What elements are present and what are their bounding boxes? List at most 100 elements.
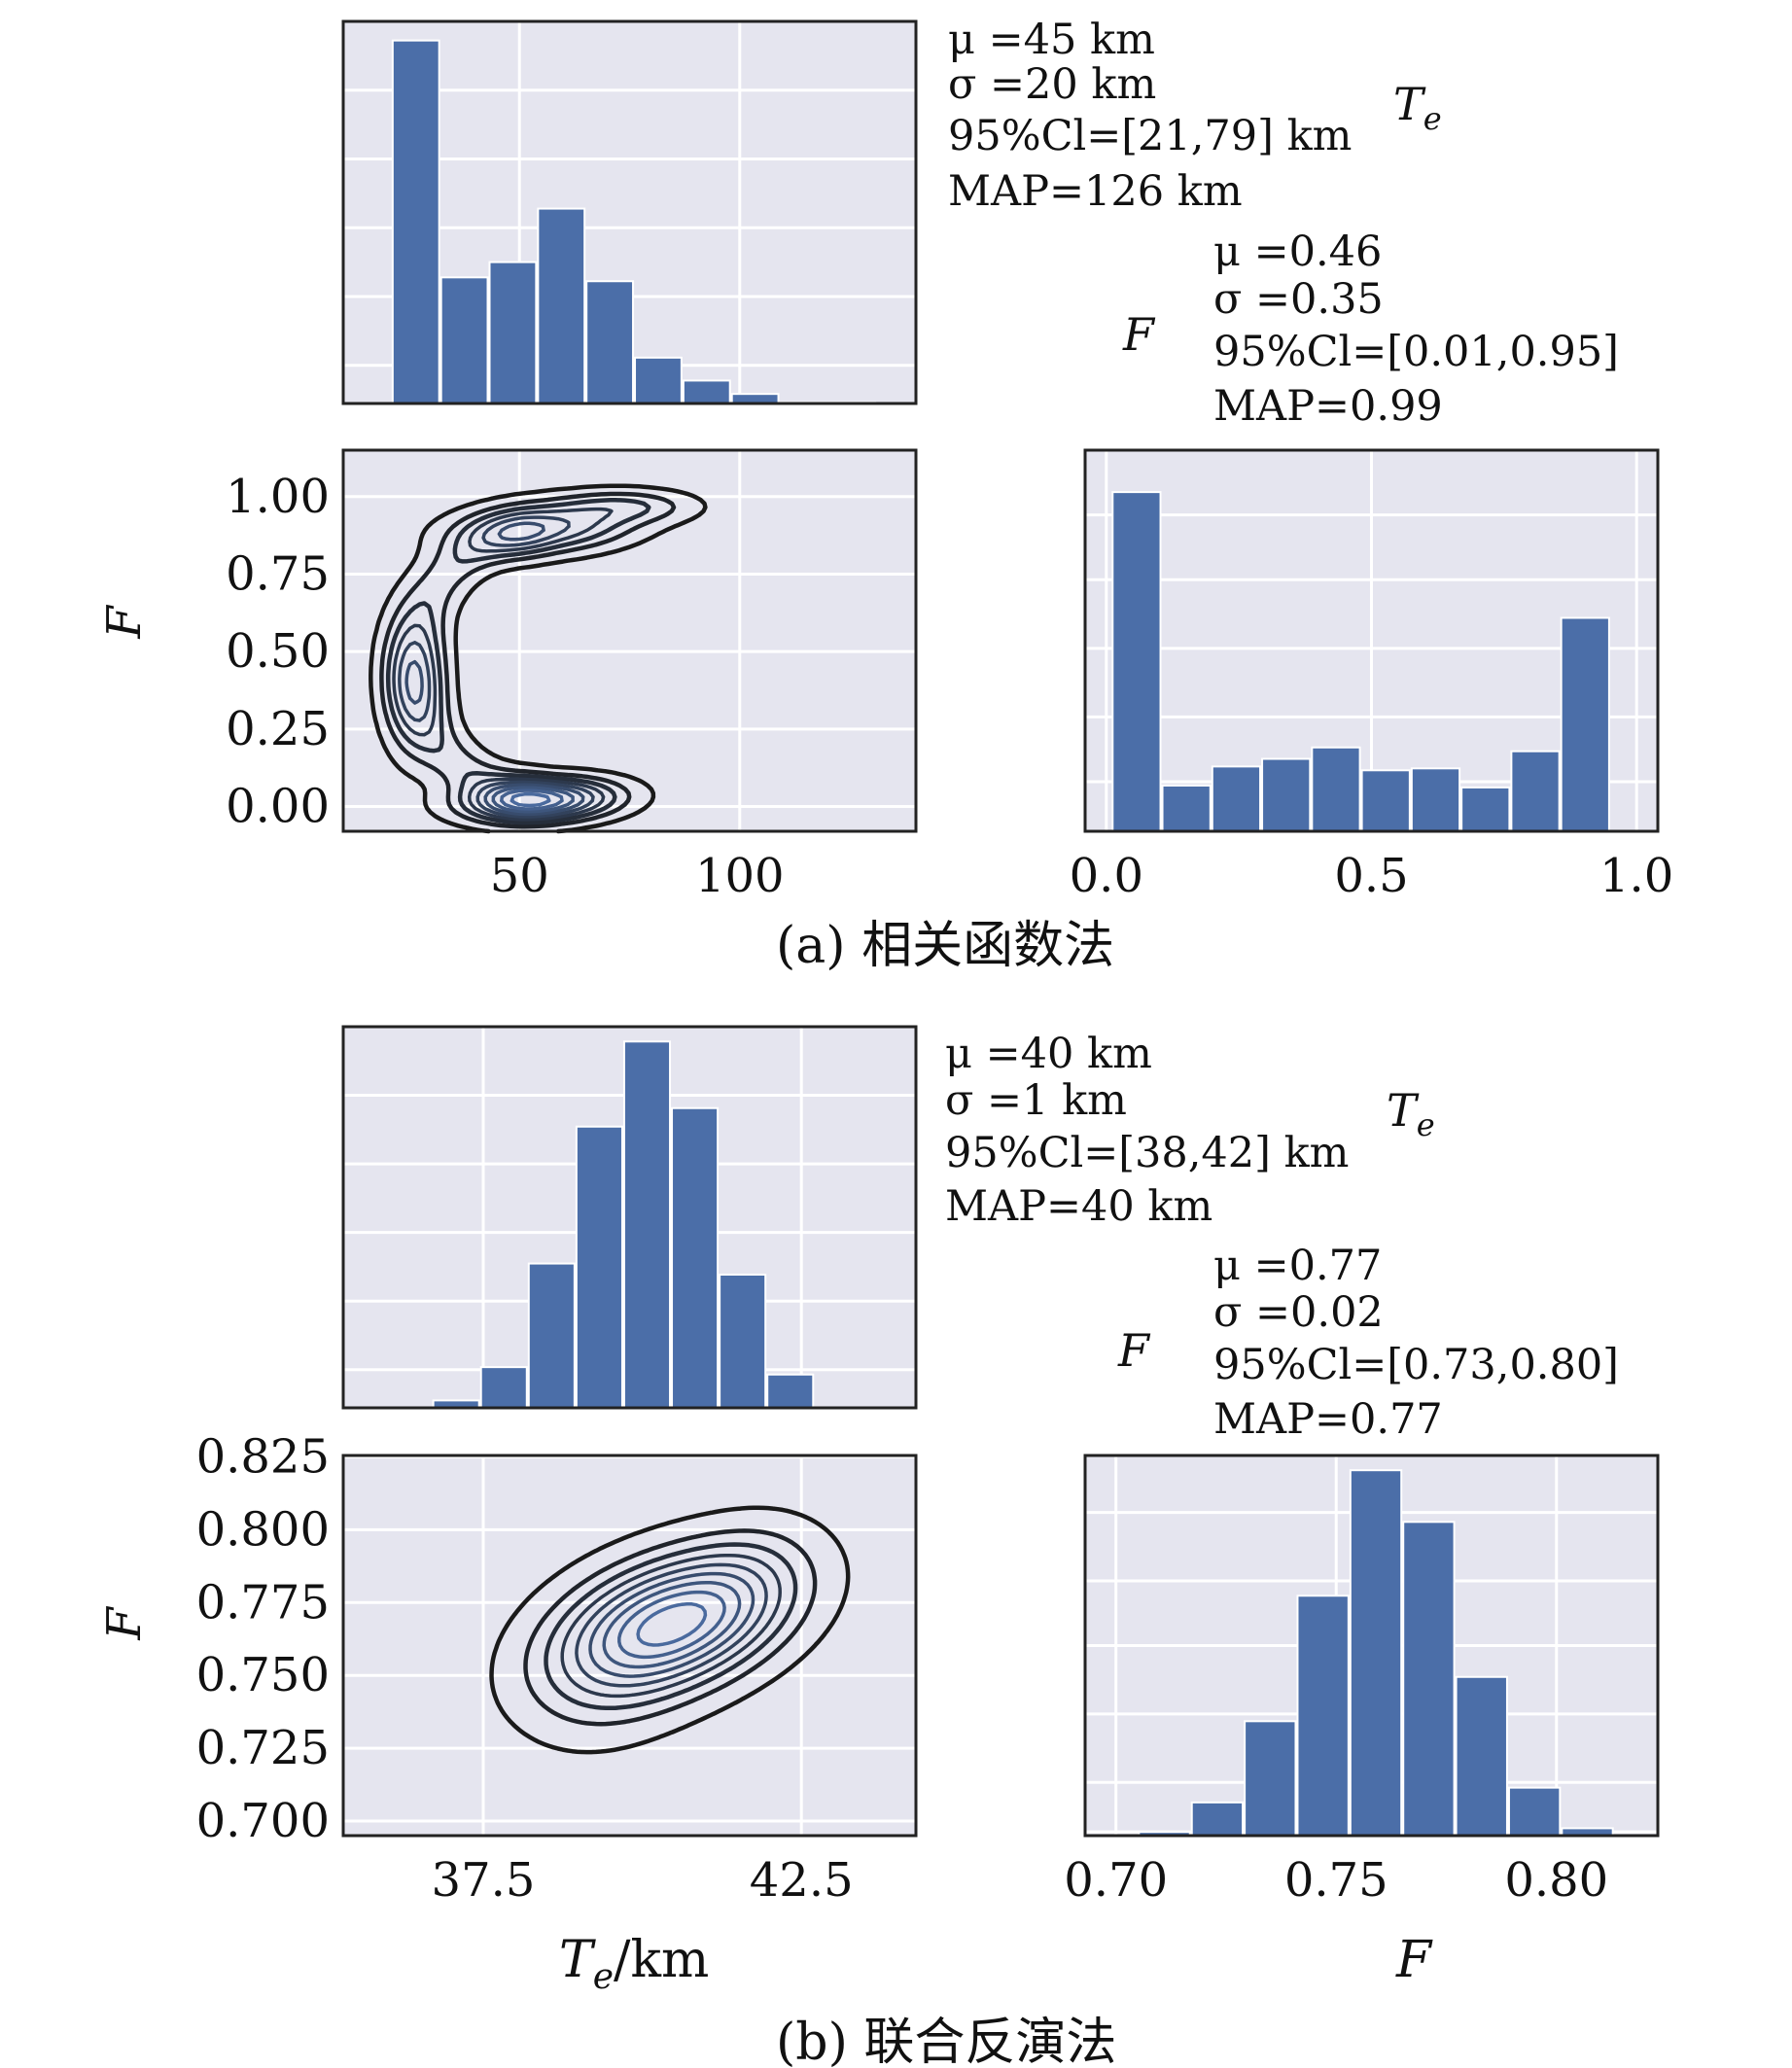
ytick-label: 0.25: [226, 702, 330, 756]
contour-level: [636, 1601, 708, 1647]
contour-level: [489, 1505, 851, 1755]
hist-bar: [488, 261, 538, 404]
xtick-label: 1.0: [1599, 849, 1673, 903]
hist-bar: [1460, 786, 1511, 832]
ytick-label: 0.775: [196, 1575, 330, 1630]
panel-b-f-hist: [1083, 1454, 1660, 1838]
b-f-stat-map: MAP=0.77: [1213, 1395, 1443, 1444]
caption-a: (a) 相关函数法: [776, 917, 1114, 975]
contour-level: [544, 1542, 798, 1711]
hist-bar: [1560, 616, 1610, 832]
panel-b-f-hist-marks: [1083, 1454, 1660, 1838]
contour-level: [588, 1571, 755, 1678]
b-f-stat-ci: 95%Cl=[0.73,0.80]: [1213, 1341, 1619, 1389]
hist-bar: [622, 1040, 672, 1409]
a-f-stat-ci: 95%Cl=[0.01,0.95]: [1213, 328, 1619, 376]
ytick-label: 0.700: [196, 1794, 330, 1848]
b-kde-ylabel: F: [97, 1606, 152, 1641]
contour-level: [617, 1590, 726, 1660]
hist-bar: [1311, 746, 1361, 833]
a-f-stat-mu: μ =0.46: [1213, 228, 1382, 276]
hist-bar: [537, 207, 586, 404]
contour-level: [602, 1580, 742, 1669]
b-te-stat-mu: μ =40 km: [945, 1030, 1152, 1078]
hist-bar: [1507, 1786, 1562, 1838]
b-f-title: F: [1117, 1324, 1151, 1377]
ytick-label: 0.00: [226, 780, 330, 834]
ytick-label: 0.50: [226, 624, 330, 679]
a-te-stat-mu: μ =45 km: [948, 16, 1155, 64]
panel-frame: [341, 1025, 918, 1410]
contour-level: [523, 1528, 818, 1727]
contour-level: [575, 1562, 768, 1688]
hist-bar: [1349, 1469, 1403, 1837]
hist-bar: [1402, 1521, 1456, 1837]
hist-bar: [1161, 784, 1212, 833]
a-te-stat-sigma: σ =20 km: [948, 60, 1156, 109]
contour-level: [404, 521, 585, 817]
xtick-label: 50: [490, 849, 549, 903]
contour-level: [560, 1553, 782, 1699]
contour-level: [398, 515, 595, 819]
panel-a-kde: [341, 448, 918, 834]
hist-bar: [1455, 1675, 1508, 1837]
contour-level: [500, 789, 564, 811]
hist-bar: [1296, 1595, 1350, 1838]
panel-a-f-hist: [1083, 448, 1660, 833]
panel-frame: [341, 19, 918, 405]
panel-a-te-hist: [341, 19, 918, 405]
xtick-label: 0.5: [1334, 849, 1408, 903]
contour-level: [385, 498, 651, 825]
ytick-label: 0.725: [196, 1721, 330, 1775]
panel-frame: [341, 1454, 918, 1838]
hist-bar: [575, 1125, 623, 1410]
a-te-stat-map: MAP=126 km: [948, 167, 1243, 216]
hist-bar: [1261, 757, 1312, 833]
panel-a-kde-marks: [341, 448, 918, 834]
b-f-stat-mu: μ =0.77: [1213, 1242, 1382, 1290]
caption-b: (b) 联合反演法: [776, 2014, 1116, 2068]
hist-bar: [1360, 769, 1411, 833]
panel-b-kde-bg: [341, 1454, 918, 1838]
hist-bar: [719, 1273, 767, 1409]
xtick-label: 0.0: [1070, 849, 1143, 903]
hist-bar: [479, 1366, 528, 1409]
hist-bar: [671, 1106, 720, 1409]
panel-frame: [1083, 1454, 1660, 1838]
hist-bar: [1211, 765, 1262, 832]
a-f-stat-sigma: σ =0.35: [1213, 275, 1384, 324]
hist-bar: [682, 379, 731, 405]
panel-b-kde-marks: [341, 1454, 918, 1838]
ytick-label: 0.800: [196, 1502, 330, 1557]
a-kde-ylabel: F: [97, 605, 152, 640]
panel-b-te-hist-marks: [341, 1025, 918, 1410]
hist-bar: [527, 1262, 576, 1410]
hist-bar: [585, 280, 635, 404]
contour-level: [491, 786, 575, 814]
panel-a-f-hist-marks: [1083, 448, 1660, 833]
ytick-label: 0.75: [226, 546, 330, 601]
hist-bar: [1510, 750, 1561, 832]
xtick-label: 0.80: [1504, 1853, 1608, 1908]
contour-level: [379, 491, 677, 829]
hist-bar: [1410, 767, 1461, 833]
hist-bar: [1190, 1801, 1245, 1838]
hist-bar: [1244, 1720, 1297, 1838]
hist-bar: [439, 276, 489, 404]
xtick-label: 37.5: [432, 1853, 536, 1908]
xtick-label: 42.5: [750, 1853, 854, 1908]
panel-frame: [341, 448, 918, 833]
hist-bar: [1111, 491, 1162, 832]
panel-b-te-hist: [341, 1025, 918, 1410]
a-f-title: F: [1122, 308, 1156, 361]
hist-bar: [634, 356, 683, 404]
a-f-stat-map: MAP=0.99: [1213, 382, 1443, 431]
a-te-title: Te: [1393, 78, 1442, 137]
panel-frame: [1083, 448, 1660, 833]
contour-level: [392, 507, 614, 822]
ytick-label: 1.00: [226, 470, 330, 524]
contour-level: [509, 791, 551, 808]
b-te-stat-ci: 95%Cl=[38,42] km: [945, 1129, 1349, 1177]
contour-level: [369, 483, 708, 834]
